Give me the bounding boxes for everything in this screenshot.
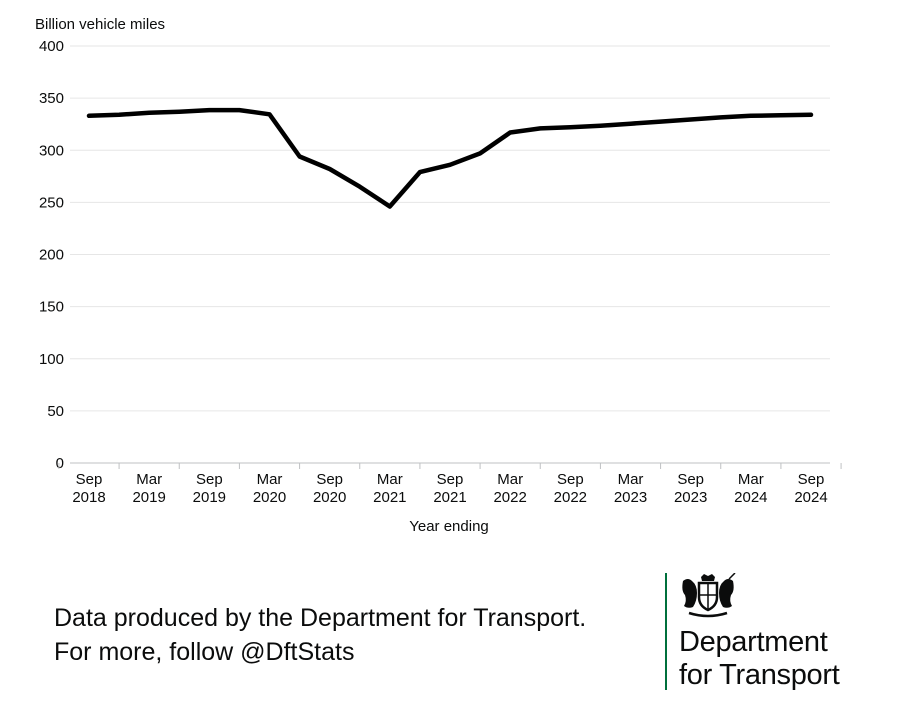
x-tick-month: Mar	[738, 471, 764, 488]
x-tick-year: 2023	[674, 489, 707, 506]
x-tick-label: Sep 2022	[554, 471, 587, 506]
x-tick-month: Sep	[316, 471, 343, 488]
logo-rule	[665, 573, 667, 690]
x-tick-month: Sep	[196, 471, 223, 488]
x-tick-year: 2019	[193, 489, 226, 506]
x-tick-month: Sep	[557, 471, 584, 488]
x-tick-label: Sep 2021	[433, 471, 466, 506]
y-tick-label: 400	[39, 38, 64, 55]
y-tick-label: 300	[39, 142, 64, 159]
y-tick-label: 200	[39, 247, 64, 264]
logo-line-2: for Transport	[679, 659, 840, 691]
x-tick-label: Sep 2018	[72, 471, 105, 506]
x-tick-year: 2019	[132, 489, 165, 506]
x-tick-month: Sep	[677, 471, 704, 488]
department-logo-text: Department for Transport	[679, 626, 840, 692]
y-tick-label: 150	[39, 299, 64, 316]
y-tick-label: 50	[47, 403, 64, 420]
x-tick-year: 2022	[554, 489, 587, 506]
footer-line-1: Data produced by the Department for Tran…	[54, 604, 587, 632]
x-tick-label: Sep 2023	[674, 471, 707, 506]
x-tick-label: Sep 2019	[193, 471, 226, 506]
x-tick-year: 2023	[614, 489, 647, 506]
x-tick-month: Mar	[497, 471, 523, 488]
y-axis-title: Billion vehicle miles	[35, 16, 165, 33]
x-tick-year: 2024	[794, 489, 827, 506]
footer-credit: Data produced by the Department for Tran…	[54, 601, 586, 669]
x-tick-month: Mar	[257, 471, 283, 488]
x-tick-label: Sep 2024	[794, 471, 827, 506]
footer-line-2: For more, follow @DftStats	[54, 638, 355, 666]
y-tick-label: 100	[39, 351, 64, 368]
x-tick-label: Mar 2021	[373, 471, 406, 506]
x-tick-year: 2020	[313, 489, 346, 506]
x-tick-month: Mar	[618, 471, 644, 488]
x-tick-year: 2021	[433, 489, 466, 506]
series-layer	[86, 107, 814, 209]
x-tick-year: 2024	[734, 489, 767, 506]
series-line	[86, 107, 814, 209]
x-tick-year: 2021	[373, 489, 406, 506]
y-tick-label: 0	[56, 455, 64, 472]
x-tick-label: Mar 2020	[253, 471, 286, 506]
royal-coat-of-arms-icon	[682, 573, 736, 618]
gridlines	[70, 45, 830, 464]
x-tick-year: 2022	[493, 489, 526, 506]
x-tick-label: Mar 2024	[734, 471, 767, 506]
x-tick-month: Sep	[437, 471, 464, 488]
x-axis-title: Year ending	[409, 518, 489, 535]
x-tick-year: 2018	[72, 489, 105, 506]
x-tick-label: Mar 2019	[132, 471, 165, 506]
x-tick-month: Sep	[798, 471, 825, 488]
x-tick-month: Sep	[76, 471, 103, 488]
logo-line-1: Department	[679, 626, 828, 658]
x-tick-label: Sep 2020	[313, 471, 346, 506]
x-tick-label: Mar 2022	[493, 471, 526, 506]
y-axis-tick-labels: 0 50 100 150 200 250 300 350 400	[39, 38, 64, 472]
x-tick-label: Mar 2023	[614, 471, 647, 506]
x-tick-year: 2020	[253, 489, 286, 506]
y-tick-label: 350	[39, 90, 64, 107]
x-tick-month: Mar	[136, 471, 162, 488]
x-tick-month: Mar	[377, 471, 403, 488]
y-tick-label: 250	[39, 194, 64, 211]
